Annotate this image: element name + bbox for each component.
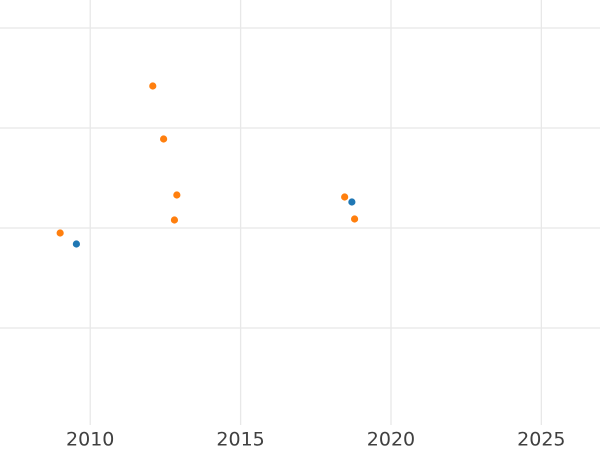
x-tick-label: 2015: [216, 429, 264, 450]
x-tick-label: 2020: [367, 429, 415, 450]
data-point-orange: [350, 215, 359, 223]
data-point-orange: [173, 191, 181, 199]
data-point-orange: [341, 193, 349, 201]
x-tick-label: 2010: [66, 429, 114, 450]
data-point-orange: [56, 229, 64, 237]
x-tick-label: 2025: [517, 429, 565, 450]
data-point-orange: [170, 216, 179, 224]
data-point-orange: [149, 82, 157, 90]
data-point-orange: [160, 135, 168, 143]
data-point-blue: [72, 240, 80, 248]
data-point-blue: [348, 198, 356, 206]
